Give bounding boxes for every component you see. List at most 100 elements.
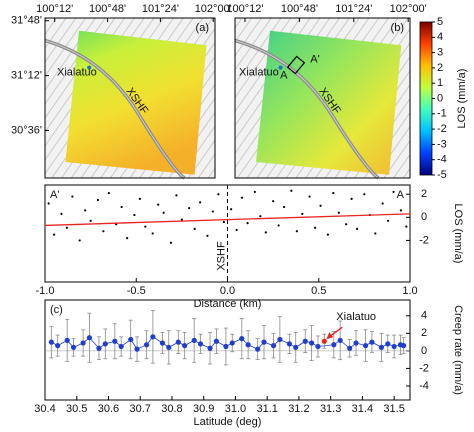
colorbar-tick-label: -5 (437, 169, 447, 181)
colorbar-tick-label: 3 (437, 47, 443, 59)
x-tick-label: 102°00' (390, 3, 427, 15)
data-point (374, 232, 377, 235)
data-point (290, 189, 293, 192)
data-point (169, 241, 173, 244)
panel-label: (a) (196, 22, 209, 34)
data-point (151, 232, 154, 235)
data-point (64, 337, 70, 343)
map-frame (44, 17, 216, 179)
data-point (381, 202, 384, 205)
x-tick-label: 31.2 (288, 403, 309, 415)
y-axis-label: Creep rate (mm/a) (452, 305, 464, 395)
data-point (295, 230, 298, 233)
data-point (355, 227, 359, 230)
panel-label: (b) (391, 22, 404, 34)
data-point (107, 191, 110, 195)
data-point (126, 237, 129, 240)
data-point (319, 204, 322, 207)
plot-frame (44, 299, 411, 401)
data-point (301, 212, 304, 215)
data-point (199, 201, 202, 204)
y-tick-label: 4 (421, 310, 427, 322)
y-tick-label: 0 (421, 345, 427, 357)
data-point (71, 195, 74, 198)
colorbar-tick-label: 4 (437, 31, 443, 43)
data-point (133, 213, 136, 217)
data-point (118, 343, 124, 350)
data-point (128, 336, 134, 343)
data-point (102, 341, 108, 347)
x-tick-label: 30.4 (34, 403, 55, 415)
data-point (159, 340, 166, 346)
data-point (392, 190, 395, 194)
data-point (180, 218, 183, 221)
y-tick-label: 31°12' (11, 70, 42, 82)
data-point (191, 337, 197, 343)
data-point (332, 191, 335, 195)
x-tick-label: 31.5 (383, 403, 404, 415)
panel-label: (c) (50, 304, 63, 316)
data-point (143, 342, 150, 348)
arrow-head (326, 332, 334, 340)
data-point (405, 225, 408, 228)
data-point (326, 233, 329, 236)
map-frame (234, 17, 411, 179)
data-point (112, 338, 118, 344)
place-marker (278, 65, 283, 70)
data-point (65, 226, 68, 229)
data-point (293, 344, 299, 350)
x-tick-label: 0.0 (220, 285, 235, 297)
data-point (345, 223, 348, 226)
x-tick-label: 100°12' (36, 3, 73, 15)
x-tick-label: -0.5 (127, 285, 146, 297)
x-tick-label: 30.8 (161, 403, 182, 415)
data-point (182, 343, 188, 349)
data-point (96, 345, 102, 351)
x-tick-label: 0.5 (311, 285, 326, 297)
data-point (150, 334, 156, 340)
x-tick-label: 30.6 (98, 403, 119, 415)
data-point (235, 228, 238, 232)
data-point (239, 335, 245, 342)
x-tick-label: -1.0 (36, 285, 55, 297)
x-tick-label: 101°24' (335, 3, 372, 15)
data-point (309, 340, 315, 346)
y-tick-label: 0 (421, 211, 427, 223)
colorbar-tick-label: -2 (437, 123, 447, 135)
x-tick-label: 100°12' (226, 3, 263, 15)
data-point (315, 343, 321, 350)
data-point (89, 219, 92, 222)
x-tick-label: 31.0 (225, 403, 246, 415)
x-tick-label: 30.5 (66, 403, 87, 415)
data-point (353, 340, 359, 346)
x-tick-label: 100°48' (89, 3, 126, 15)
data-point (401, 343, 407, 349)
data-point (102, 230, 105, 233)
data-point (350, 197, 353, 200)
colorbar-tick-label: -1 (437, 108, 447, 120)
data-point (270, 343, 277, 349)
y-tick-label: -2 (419, 234, 429, 246)
x-axis-label: Distance (km) (194, 298, 262, 310)
colorbar-tick-label: 0 (437, 92, 443, 104)
profile-end: A' (50, 189, 59, 201)
data-point (255, 346, 261, 352)
data-point (363, 193, 366, 196)
data-point (197, 341, 204, 347)
data-point (399, 209, 402, 212)
connect-line (51, 336, 404, 350)
data-point (259, 215, 262, 218)
data-point (282, 205, 286, 209)
x-axis-label: Latitude (deg) (194, 416, 262, 428)
data-point (261, 339, 267, 345)
data-point (47, 202, 50, 205)
colorbar-tick-label: -4 (437, 154, 447, 166)
data-point (120, 205, 123, 209)
data-point (70, 344, 77, 350)
y-tick-label: -2 (419, 362, 429, 374)
data-point (193, 227, 196, 230)
data-point (222, 220, 225, 224)
data-point (206, 234, 209, 237)
data-point (314, 226, 317, 229)
y-tick-label: 2 (421, 188, 427, 200)
